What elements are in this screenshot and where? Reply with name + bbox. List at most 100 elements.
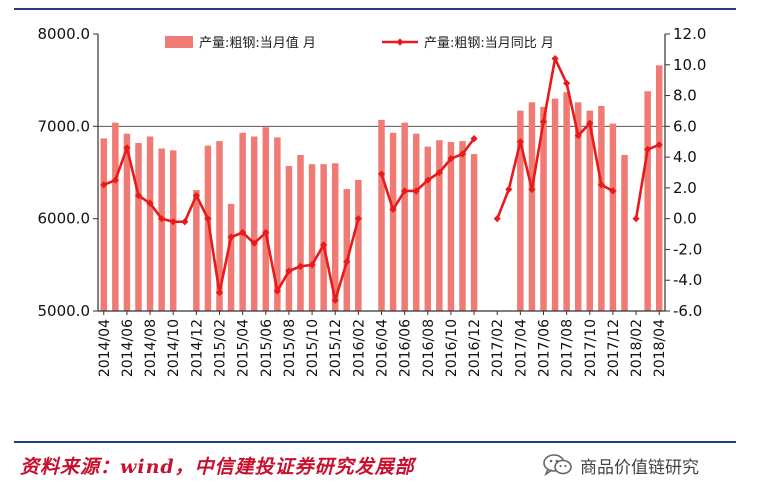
x-tick-label-2016/12: 2016/12 (467, 319, 483, 377)
bar-2016/08 (424, 146, 432, 311)
legend-line-label: 产量:粗钢:当月同比 月 (424, 36, 554, 51)
bar-2015/05 (250, 136, 258, 311)
left-tick-label-5000.0: 5000.0 (38, 302, 91, 320)
x-tick-label-2017/08: 2017/08 (560, 319, 576, 377)
bar-2016/01 (343, 189, 351, 311)
x-tick-label-2017/04: 2017/04 (513, 319, 529, 377)
right-tick-label-4.0: 4.0 (673, 148, 697, 166)
right-tick-label--4.0: -4.0 (673, 271, 702, 289)
yoy-point-2016/01 (343, 258, 351, 266)
right-tick-label-10.0: 10.0 (673, 56, 706, 74)
bar-2015/02 (216, 141, 223, 311)
yoy-point-2017/05 (528, 185, 536, 194)
x-tick-label-2016/02: 2016/02 (351, 319, 367, 377)
bar-2015/06 (262, 127, 270, 311)
yoy-point-2015/12 (331, 296, 339, 304)
legend-bar-label: 产量:粗钢:当月值 月 (199, 35, 316, 51)
yoy-point-2018/03 (644, 145, 652, 154)
yoy-point-2014/06 (123, 144, 131, 152)
legend-line-marker (396, 38, 404, 46)
bar-2017/05 (528, 102, 536, 312)
yoy-point-2015/07 (273, 287, 281, 295)
yoy-point-2015/08 (285, 267, 293, 275)
legend-bar-swatch (165, 36, 193, 48)
yoy-point-2015/01 (204, 215, 212, 223)
bar-2016/02 (355, 179, 362, 311)
watermark: 商品价值链研究 (542, 452, 699, 478)
yoy-point-2017/02 (493, 215, 501, 223)
x-tick-label-2014/10: 2014/10 (166, 319, 182, 377)
x-tick-label-2016/06: 2016/06 (398, 319, 414, 377)
yoy-point-2016/11 (458, 150, 467, 158)
x-tick-label-2018/02: 2018/02 (629, 319, 645, 377)
chart: 5000.0 6000.0 7000.0 8000.0 -6.0 -4.0 -2.0 0.0 2… (38, 25, 707, 377)
x-tick-label-2015/02: 2015/02 (213, 319, 229, 377)
bar-2017/10 (586, 110, 594, 312)
yoy-point-2016/12 (470, 135, 478, 143)
bar-2015/07 (274, 137, 281, 311)
bar-2015/11 (320, 164, 327, 311)
bar-2017/06 (540, 106, 547, 312)
yoy-point-2014/09 (158, 215, 166, 223)
bottom-rule (14, 441, 736, 443)
bar-2017/07 (551, 98, 559, 311)
bar-2017/11 (598, 106, 605, 312)
yoy-point-2017/12 (609, 187, 617, 195)
bar-2014/12 (193, 190, 200, 311)
bar-2018/01 (621, 154, 628, 311)
left-tick-label-8000.0: 8000.0 (38, 25, 91, 43)
yoy-point-2015/09 (296, 262, 305, 270)
yoy-point-2014/12 (192, 191, 200, 200)
bar-2015/10 (308, 164, 316, 311)
yoy-point-2017/09 (574, 131, 582, 140)
yoy-point-2016/02 (354, 215, 362, 223)
yoy-point-2016/05 (389, 205, 397, 214)
yoy-point-2014/11 (181, 218, 189, 226)
yoy-point-2014/05 (111, 176, 119, 184)
bar-2014/05 (112, 122, 119, 311)
bar-2015/04 (239, 132, 246, 311)
bar-2016/10 (447, 142, 455, 311)
yoy-point-2016/10 (447, 155, 455, 163)
bar-2015/08 (285, 166, 293, 311)
x-tick-label-2017/10: 2017/10 (583, 319, 599, 377)
yoy-point-2017/03 (505, 185, 513, 194)
watermark-text: 商品价值链研究 (580, 457, 699, 478)
yoy-point-2014/10 (169, 218, 177, 226)
bar-2015/12 (331, 163, 339, 311)
x-tick-label-2018/04: 2018/04 (652, 319, 668, 377)
x-tick-label-2015/06: 2015/06 (259, 319, 275, 377)
x-tick-label-2015/08: 2015/08 (282, 319, 298, 377)
wechat-icon (543, 454, 572, 477)
yoy-point-2018/04 (655, 141, 663, 149)
yoy-point-2015/11 (320, 241, 328, 249)
x-tick-label-2014/04: 2014/04 (97, 319, 113, 377)
x-tick-label-2016/08: 2016/08 (421, 319, 437, 377)
bar-2014/08 (146, 136, 154, 311)
x-tick-label-2017/02: 2017/02 (490, 319, 506, 377)
x-tick-label-2016/04: 2016/04 (375, 319, 391, 377)
yoy-point-2016/08 (424, 176, 432, 184)
right-tick-label-12.0: 12.0 (673, 25, 706, 43)
bar-2015/01 (204, 145, 212, 311)
yoy-point-2015/02 (215, 288, 224, 297)
bar-2017/04 (517, 110, 524, 312)
x-tick-label-2016/10: 2016/10 (444, 319, 460, 377)
bar-2015/09 (297, 154, 304, 311)
yoy-point-2015/05 (250, 239, 258, 247)
bar-2016/12 (470, 154, 478, 311)
bar-2015/03 (227, 203, 235, 311)
yoy-point-2017/04 (516, 138, 524, 146)
yoy-point-2015/04 (239, 228, 247, 237)
left-tick-label-6000.0: 6000.0 (38, 210, 91, 228)
bar-2018/03 (644, 91, 651, 311)
yoy-point-2015/06 (262, 228, 270, 237)
yoy-point-2017/10 (586, 119, 594, 127)
bar-2014/10 (169, 150, 177, 311)
bar-2014/07 (135, 142, 142, 311)
bar-2014/04 (100, 138, 108, 311)
yoy-point-2017/06 (539, 118, 548, 126)
yoy-point-2014/04 (100, 181, 108, 189)
yoy-point-2016/04 (377, 170, 386, 178)
x-tick-label-2017/12: 2017/12 (606, 319, 622, 377)
